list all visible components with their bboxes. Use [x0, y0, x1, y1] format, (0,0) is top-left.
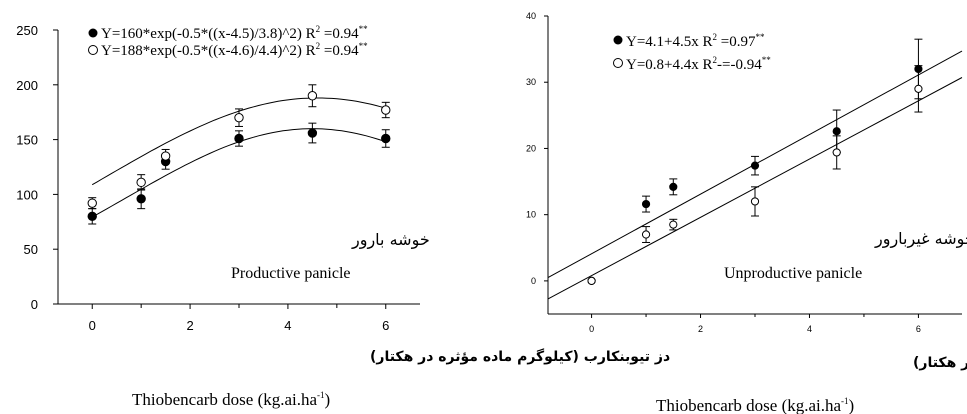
- open-data-point: [750, 197, 760, 206]
- axis-ticks: 0 2 4 6 0 10 20 30 40: [526, 11, 921, 334]
- y-tick-label: 100: [16, 187, 38, 202]
- open-data-point: [914, 84, 923, 93]
- filled-data-point: [307, 128, 318, 138]
- y-tick-label: 250: [16, 23, 38, 38]
- open-data-point: [234, 112, 244, 123]
- open-data-point: [87, 198, 97, 208]
- open-data-point: [669, 220, 678, 229]
- x-axis-label-persian: دز تیوبنکارب (کیلوگرم ماده مؤثره در هکتا…: [913, 354, 967, 371]
- annotation-persian: خوشه بارور: [351, 230, 430, 250]
- annotation-english: Productive panicle: [231, 265, 351, 282]
- filled-data-point: [914, 64, 923, 74]
- legend-equation-2: Y=188*exp(-0.5*((x-4.6)/4.4)^2) R2 =0.94…: [101, 41, 368, 59]
- x-axis-label-persian: دز تیوبنکارب (کیلوگرم ماده مؤثره در هکتا…: [370, 348, 670, 365]
- annotation-persian: خوشه غیربارور: [874, 229, 967, 249]
- legend-equation-1: Y=4.1+4.5x R2 =0.97**: [626, 32, 765, 50]
- filled-data-point: [87, 211, 97, 222]
- filled-data-point: [832, 127, 841, 136]
- y-tick-label: 150: [16, 133, 38, 148]
- plot-area: 0 2 4 6 0 50 100 150 200 250: [16, 23, 420, 333]
- x-tick-label: 4: [284, 318, 291, 333]
- data-points: [87, 91, 391, 222]
- x-tick-label: 0: [89, 318, 96, 333]
- y-tick-label: 50: [24, 242, 38, 257]
- x-tick-label: 6: [916, 324, 921, 334]
- filled-data-point: [750, 161, 760, 170]
- open-data-point: [832, 148, 841, 157]
- filled-data-point: [669, 182, 678, 191]
- open-data-point: [136, 177, 146, 188]
- x-tick-label: 6: [382, 318, 389, 333]
- x-tick-label: 2: [698, 324, 703, 334]
- legend-marker-filled: [88, 28, 98, 38]
- filled-data-point: [381, 133, 391, 144]
- legend-equation-2: Y=0.8+4.4x R2-=-0.94**: [626, 55, 771, 73]
- x-axis-label-english: Thiobencarb dose (kg.ai.ha-1): [656, 396, 854, 414]
- x-tick-label: 4: [807, 324, 812, 334]
- axis-ticks: 0 2 4 6 0 50 100 150 200 250: [16, 23, 389, 333]
- open-data-point: [381, 105, 391, 115]
- data-points: [587, 64, 923, 285]
- open-data-point: [641, 230, 651, 239]
- chart-unproductive-panicle: 0 2 4 6 0 10 20 30 40 Y=4.1+4.5x R2 =0.97** Y=0.…: [526, 11, 967, 414]
- y-tick-label: 200: [16, 78, 38, 93]
- y-tick-label: 0: [531, 276, 536, 286]
- filled-data-point: [641, 199, 651, 209]
- y-tick-label: 20: [526, 143, 536, 153]
- y-tick-label: 10: [526, 210, 536, 220]
- open-data-point: [160, 151, 171, 161]
- open-data-point: [307, 91, 318, 101]
- y-tick-label: 30: [526, 77, 536, 87]
- legend: Y=4.1+4.5x R2 =0.97** Y=0.8+4.4x R2-=-0.…: [613, 32, 771, 73]
- legend-equation-1: Y=160*exp(-0.5*((x-4.5)/3.8)^2) R2 =0.94…: [101, 24, 368, 42]
- open-data-point: [587, 276, 596, 285]
- legend-marker-open: [613, 58, 623, 68]
- legend: Y=160*exp(-0.5*((x-4.5)/3.8)^2) R2 =0.94…: [88, 24, 368, 59]
- y-tick-label: 0: [31, 297, 38, 312]
- error-bars: [88, 84, 390, 225]
- legend-marker-open: [88, 45, 98, 55]
- legend-marker-filled: [613, 35, 623, 45]
- y-tick-label: 40: [526, 11, 536, 21]
- annotation-english: Unproductive panicle: [724, 265, 862, 282]
- filled-data-point: [234, 133, 244, 144]
- x-tick-label: 2: [186, 318, 193, 333]
- plot-area: 0 2 4 6 0 10 20 30 40: [526, 11, 963, 334]
- filled-data-point: [136, 194, 146, 204]
- x-tick-label: 0: [589, 324, 594, 334]
- x-axis-label-english: Thiobencarb dose (kg.ai.ha-1): [132, 390, 330, 409]
